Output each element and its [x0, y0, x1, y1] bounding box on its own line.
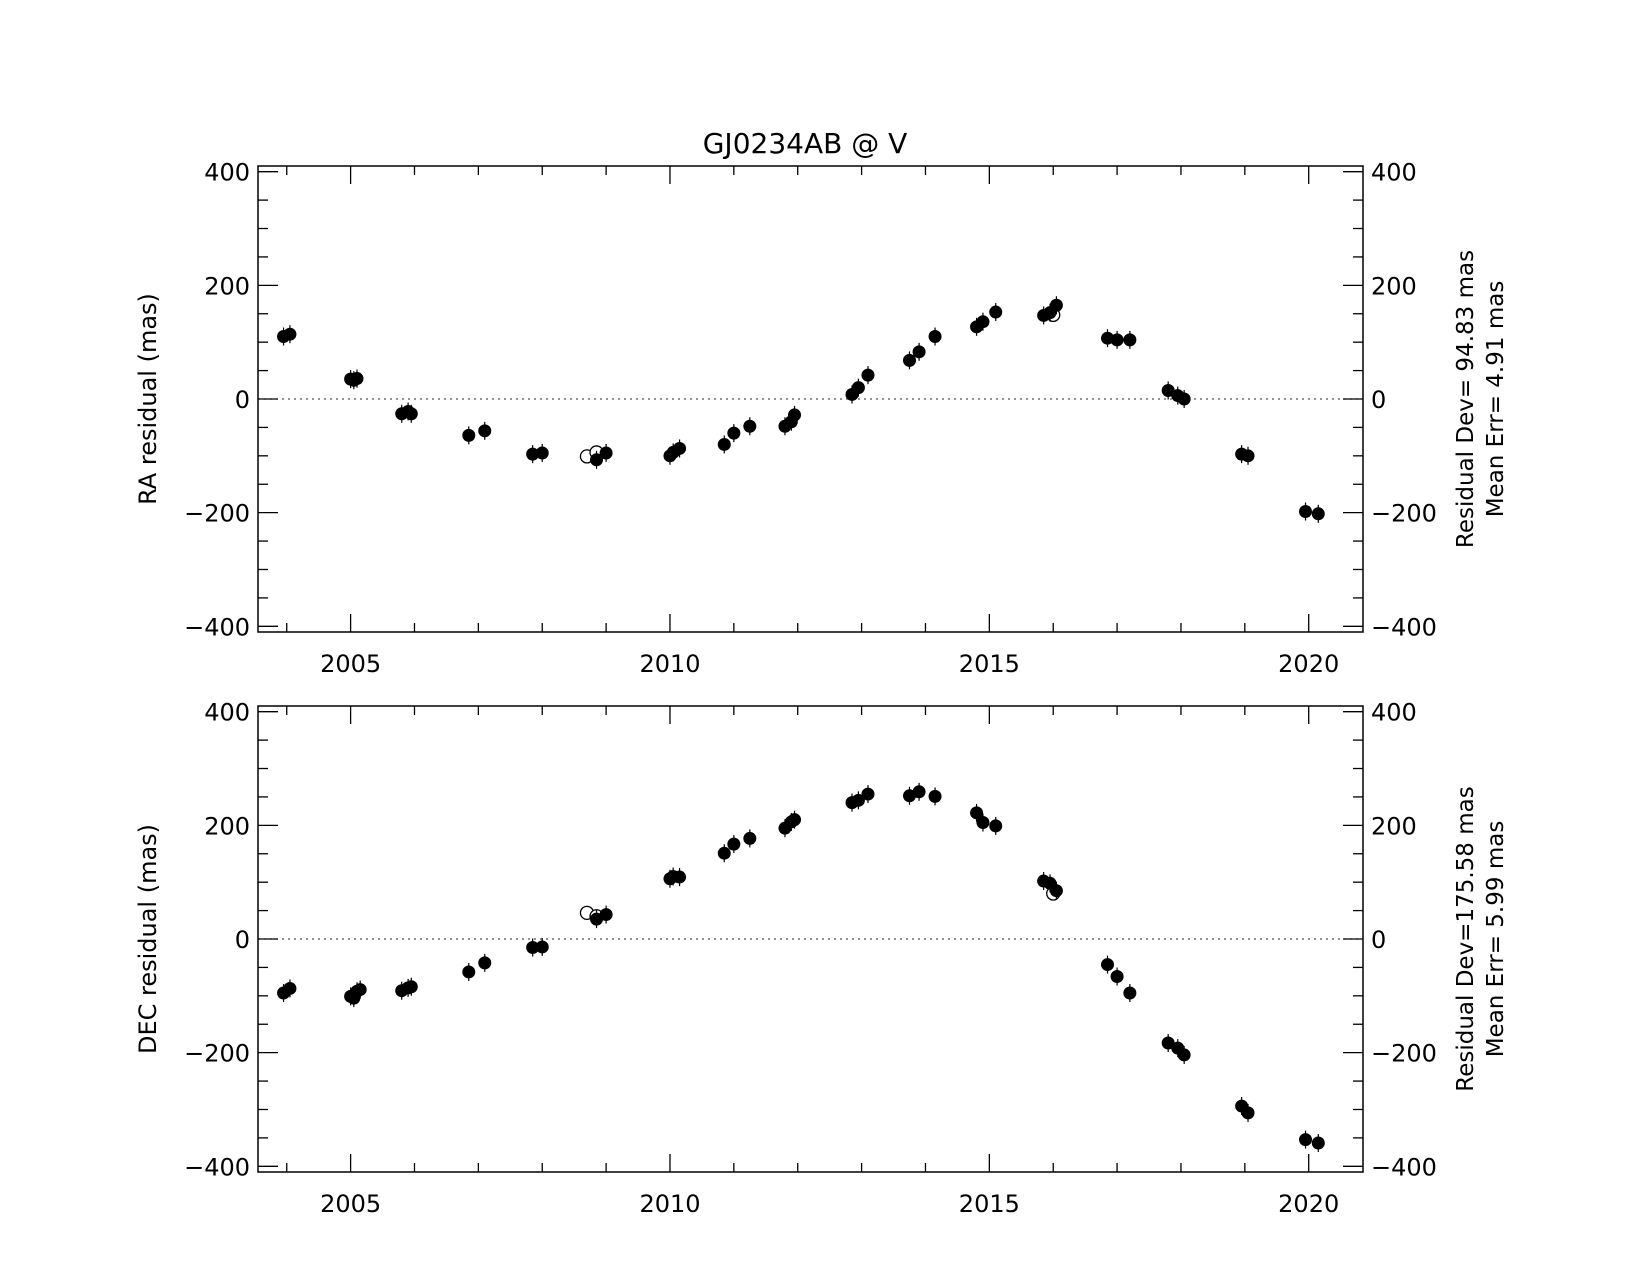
ra-data-point [462, 428, 476, 442]
ra-data-point [727, 426, 741, 440]
ra-panel: 2005 2010 2015 2020 −400 −400 −200 −200 0 0 200 200… [134, 159, 1509, 678]
dec-mean-err: Mean Err= 5.99 mas [1483, 821, 1509, 1058]
dec-data-point [1123, 986, 1137, 1000]
dec-data-point [861, 787, 875, 801]
dec-data-point [912, 785, 926, 799]
ra-y-tick-label-left: 200 [204, 272, 250, 300]
dec-data-point [1311, 1136, 1325, 1150]
ra-x-tick-label: 2010 [639, 650, 700, 678]
dec-y-tick-label-left: −400 [184, 1153, 250, 1181]
ra-data-point [526, 447, 540, 461]
dec-data-point [673, 870, 687, 884]
ra-data-point [1110, 333, 1124, 347]
dec-data-point [717, 846, 731, 860]
dec-data-point [727, 837, 741, 851]
dec-y-tick-label-left: 0 [235, 926, 250, 954]
ra-data-point [1161, 383, 1175, 397]
ra-x-tick-label: 2005 [320, 650, 381, 678]
ra-data-point [861, 368, 875, 382]
ra-data-point [1101, 331, 1115, 345]
dec-y-tick-label-right: −200 [1371, 1040, 1437, 1068]
dec-y-tick-label-right: −400 [1371, 1153, 1437, 1181]
dec-data-point [1161, 1036, 1175, 1050]
dec-data-point [353, 983, 367, 997]
dec-data-point [1049, 884, 1063, 898]
ra-y-tick-label-left: −200 [184, 500, 250, 528]
ra-data-point [478, 424, 492, 438]
dec-y-tick-label-right: 0 [1371, 926, 1386, 954]
dec-x-tick-label: 2005 [320, 1190, 381, 1218]
dec-data-point [462, 965, 476, 979]
dec-data-point [1101, 958, 1115, 972]
dec-data-point [1241, 1106, 1255, 1120]
ra-data-point [1049, 298, 1063, 312]
ra-data-point [404, 407, 418, 421]
ra-data-point [1177, 392, 1191, 406]
ra-x-tick-label: 2015 [959, 650, 1020, 678]
dec-residual-dev: Residual Dev=175.58 mas [1453, 786, 1479, 1091]
ra-data-point [1311, 507, 1325, 521]
ra-x-tick-label: 2020 [1278, 650, 1339, 678]
dec-x-tick-label: 2020 [1278, 1190, 1339, 1218]
ra-y-tick-label-right: 0 [1371, 386, 1386, 414]
dec-data-point [976, 816, 990, 829]
ra-y-tick-label-right: 400 [1371, 159, 1417, 187]
ra-data-point [743, 419, 757, 433]
figure-title: GJ0234AB @ V [703, 127, 908, 160]
ra-data-point [350, 372, 364, 386]
ra-data-point [590, 453, 604, 467]
dec-data-point [478, 956, 492, 970]
ra-data-point [283, 327, 297, 341]
ra-data-point [1299, 505, 1313, 519]
panels-group: 2005 2010 2015 2020 −400 −400 −200 −200 0 0 200 200… [134, 159, 1509, 1218]
ra-data-point [599, 446, 613, 460]
dec-data-point [1299, 1133, 1313, 1147]
dec-y-tick-label-left: 400 [204, 699, 250, 727]
ra-data-point [1123, 333, 1137, 347]
ra-data-point [989, 305, 1003, 319]
ra-data-point [903, 353, 917, 367]
ra-data-point [976, 315, 990, 329]
dec-y-tick-label-right: 400 [1371, 699, 1417, 727]
dec-data-point [1177, 1048, 1191, 1062]
ra-y-tick-label-right: −200 [1371, 500, 1437, 528]
dec-x-tick-label: 2010 [639, 1190, 700, 1218]
dec-data-point [970, 806, 984, 820]
dec-y-tick-label-left: −200 [184, 1040, 250, 1068]
dec-y-tick-label-left: 200 [204, 812, 250, 840]
dec-data-point [599, 908, 613, 922]
dec-y-axis-title: DEC residual (mas) [134, 824, 162, 1054]
dec-data-point [743, 831, 757, 845]
ra-data-point [673, 441, 687, 455]
ra-residual-dev: Residual Dev= 94.83 mas [1453, 250, 1479, 548]
ra-y-axis-title: RA residual (mas) [134, 293, 162, 505]
ra-data-point [928, 329, 942, 343]
ra-data-point [535, 446, 549, 460]
ra-data-point [788, 408, 802, 422]
dec-data-point [928, 789, 942, 803]
ra-data-point [717, 437, 731, 451]
dec-data-point [1110, 970, 1124, 984]
dec-panel: 2005 2010 2015 2020 −400 −400 −200 −200 0 0 200 200… [134, 699, 1509, 1218]
ra-y-tick-label-right: 200 [1371, 272, 1417, 300]
ra-data-point [851, 381, 865, 395]
dec-data-point [788, 813, 802, 827]
ra-y-tick-label-left: −400 [184, 613, 250, 641]
ra-y-tick-label-left: 400 [204, 159, 250, 187]
ra-data-point [912, 345, 926, 359]
dec-data-point [283, 981, 297, 995]
ra-data-point [1241, 449, 1255, 463]
dec-data-point [526, 941, 540, 955]
dec-data-point [989, 819, 1003, 833]
ra-mean-err: Mean Err= 4.91 mas [1483, 281, 1509, 518]
dec-y-tick-label-right: 200 [1371, 812, 1417, 840]
ra-y-tick-label-right: −400 [1371, 613, 1437, 641]
dec-data-point [404, 980, 418, 994]
ra-y-tick-label-left: 0 [235, 386, 250, 414]
dec-data-point [851, 793, 865, 807]
dec-x-tick-label: 2015 [959, 1190, 1020, 1218]
dec-data-point [535, 940, 549, 954]
